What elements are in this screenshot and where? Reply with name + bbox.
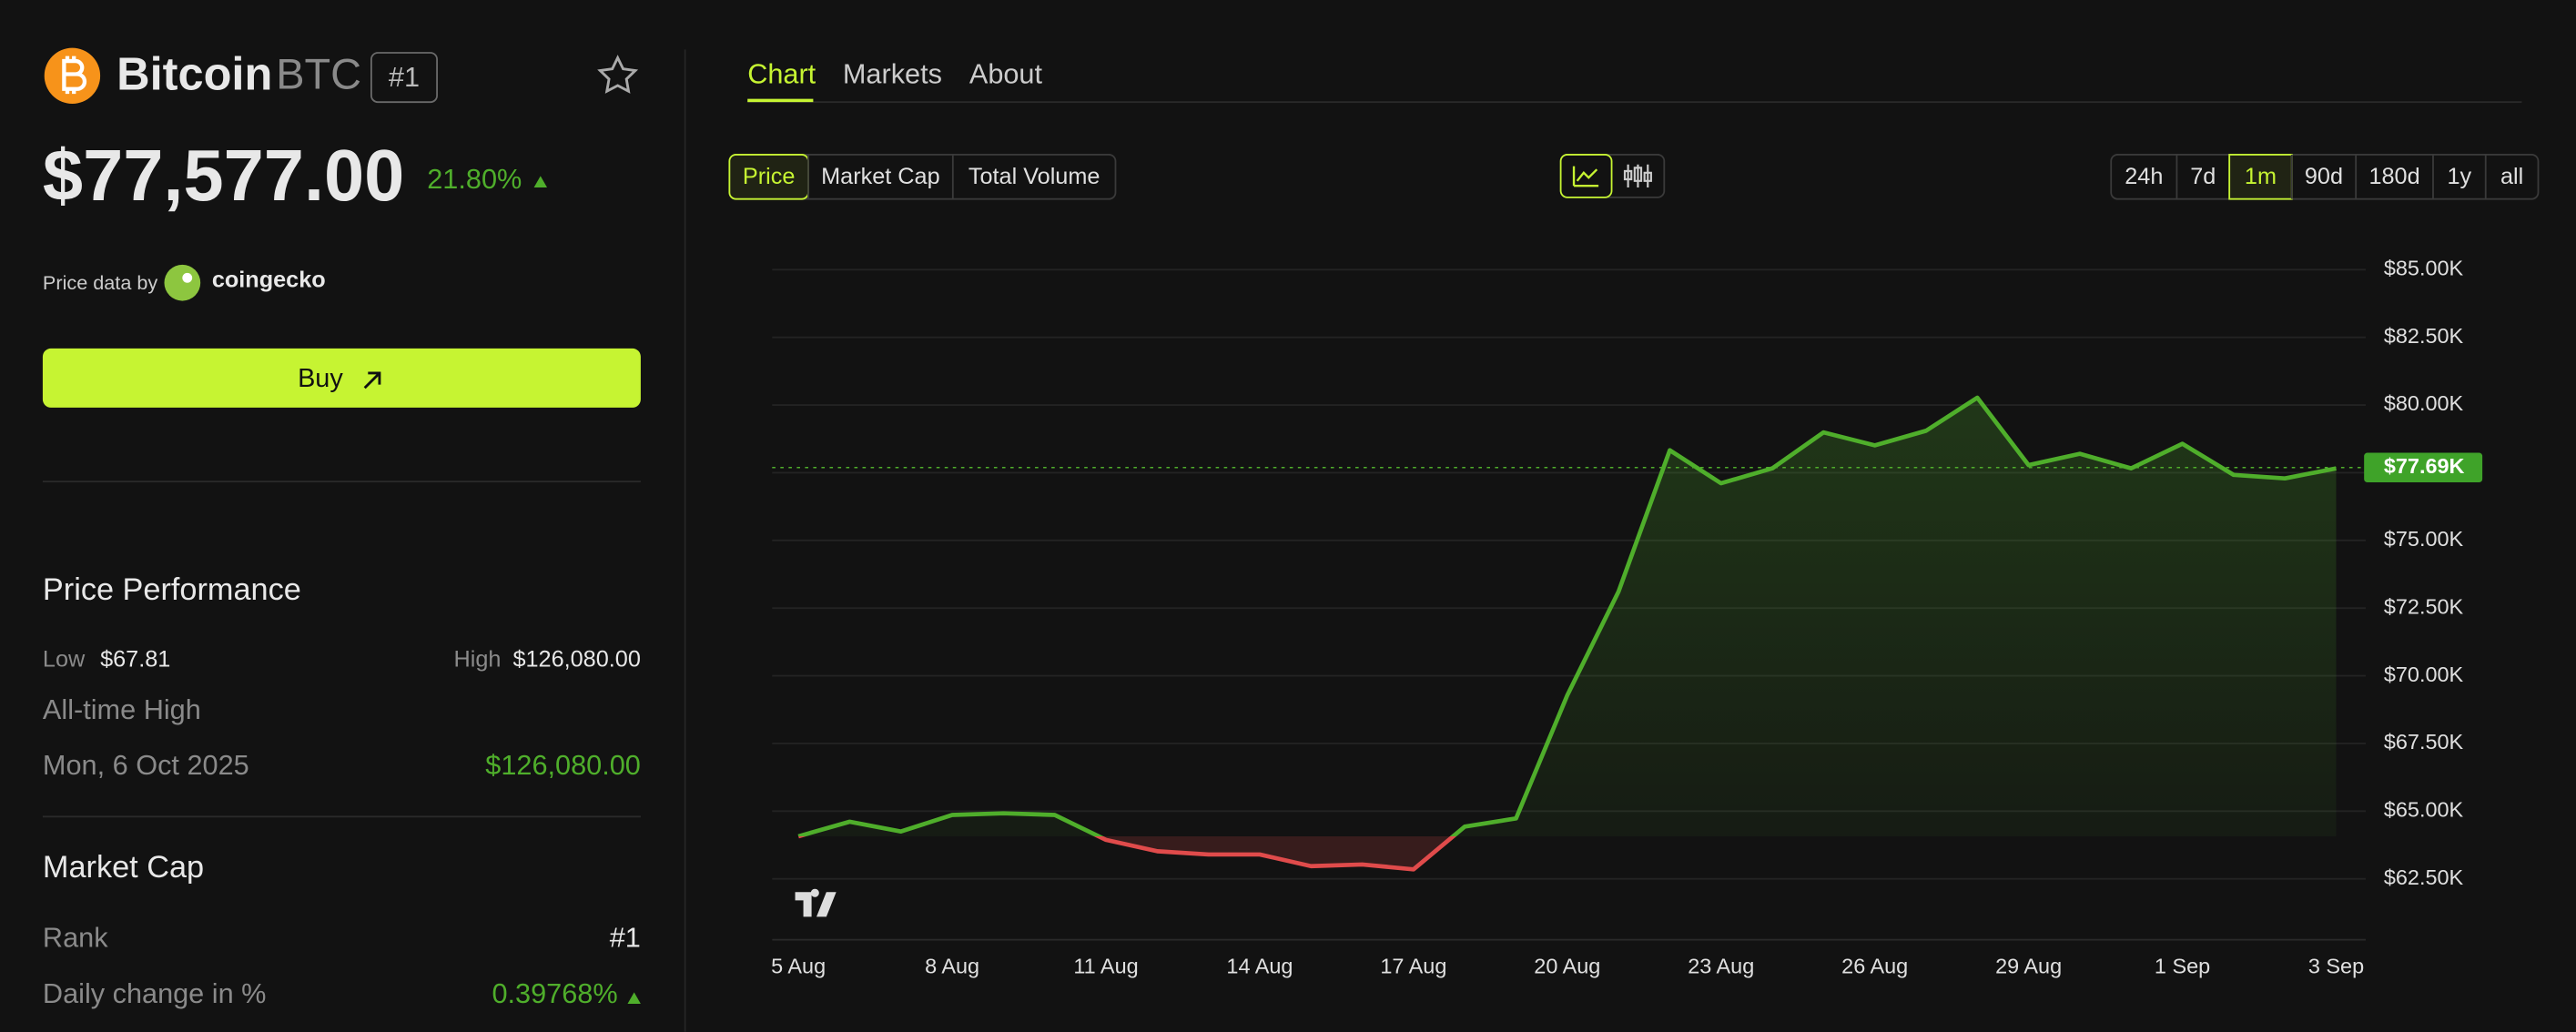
current-price-badge [2364, 452, 2483, 483]
coin-symbol-text: BTC [276, 50, 361, 97]
rank-label: Rank [43, 922, 108, 954]
y-tick-label: $70.00K [2384, 663, 2464, 686]
external-arrow [363, 371, 381, 390]
y-tick-label: $80.00K [2384, 391, 2464, 415]
line-chart-button[interactable] [1559, 154, 1613, 198]
price-source-provider: coingecko [212, 268, 326, 293]
price-line [797, 395, 2337, 872]
x-tick-label: 17 Aug [1380, 955, 1446, 978]
favorite-star[interactable] [597, 55, 639, 94]
metric-button[interactable]: Price [743, 164, 796, 189]
tab[interactable]: Chart [747, 57, 816, 89]
high-value: $126,080.00 [512, 646, 640, 672]
x-tick-label: 3 Sep [2308, 955, 2364, 978]
x-tick-label: 11 Aug [1073, 955, 1138, 978]
x-tick-label: 23 Aug [1688, 955, 1754, 978]
range-button[interactable]: all [2500, 164, 2523, 189]
x-tick-label: 5 Aug [771, 955, 826, 978]
section-title: Market Cap [43, 850, 204, 885]
price: $77,577.00 [43, 135, 404, 216]
candle-chart-icon[interactable] [1623, 164, 1652, 188]
coin-name: Bitcoin [117, 47, 272, 99]
y-tick-label: $75.00K [2384, 527, 2464, 551]
metric-button[interactable]: Market Cap [821, 164, 940, 189]
up-arrow [533, 176, 548, 188]
tab[interactable]: Markets [843, 57, 942, 89]
metric-button[interactable]: Total Volume [969, 164, 1100, 189]
high-label: High [454, 646, 502, 672]
tab[interactable]: About [969, 57, 1043, 89]
y-tick-label: $62.50K [2384, 865, 2464, 889]
ath-label: All-time High [43, 693, 201, 725]
rank-badge-text: #1 [389, 61, 420, 93]
y-tick-label: $72.50K [2384, 594, 2464, 618]
range-button[interactable]: 1m [2245, 164, 2277, 189]
current-price-label: $77.69K [2384, 454, 2465, 478]
x-tick-label: 1 Sep [2155, 955, 2210, 978]
tradingview-logo [795, 888, 837, 917]
low-label: Low [43, 646, 86, 672]
y-tick-label: $85.00K [2384, 256, 2464, 279]
rank-value: #1 [610, 922, 641, 954]
x-tick-label: 14 Aug [1226, 955, 1293, 978]
up-arrow [627, 992, 641, 1005]
y-tick-label: $65.00K [2384, 798, 2464, 822]
range-button[interactable]: 1y [2448, 164, 2472, 189]
buy-button[interactable] [42, 348, 641, 408]
y-tick-label: $82.50K [2384, 324, 2464, 348]
ath-value: $126,080.00 [485, 749, 641, 781]
x-tick-label: 20 Aug [1534, 955, 1600, 978]
range-button[interactable]: 7d [2190, 164, 2216, 189]
x-tick-label: 26 Aug [1841, 955, 1908, 978]
range-button[interactable]: 180d [2368, 164, 2419, 189]
buy-button-text[interactable]: Buy [298, 364, 343, 393]
range-button[interactable]: 24h [2125, 164, 2163, 189]
x-tick-label: 29 Aug [1995, 955, 2062, 978]
rank-badge [370, 52, 438, 104]
range-group [2110, 154, 2540, 200]
y-tick-label: $67.50K [2384, 730, 2464, 754]
ath-date: Mon, 6 Oct 2025 [43, 749, 249, 781]
low-value: $67.81 [100, 646, 170, 672]
coin-symbol [62, 56, 87, 95]
daily-change-label: Daily change in % [43, 977, 267, 1009]
price-area [798, 398, 2337, 870]
coingecko-eye [182, 272, 193, 283]
daily-change-value: 0.39768% [492, 977, 617, 1009]
price-source-label: Price data by [43, 271, 157, 294]
range-button[interactable]: 90d [2305, 164, 2343, 189]
x-tick-label: 8 Aug [925, 955, 979, 978]
section-title: Price Performance [43, 572, 301, 607]
line-chart-icon [1572, 166, 1599, 187]
coingecko-logo [164, 264, 201, 301]
price-change: 21.80% [427, 163, 522, 195]
